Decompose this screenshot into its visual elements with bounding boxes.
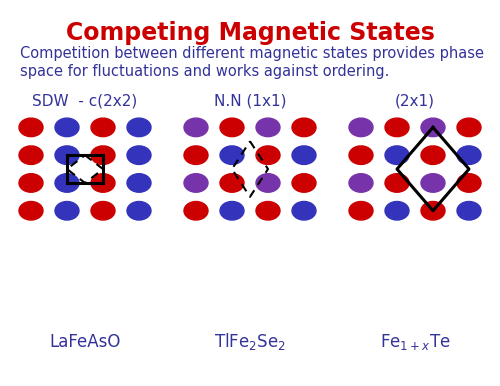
Text: TlFe$_2$Se$_2$: TlFe$_2$Se$_2$ <box>214 331 286 352</box>
Circle shape <box>91 201 115 220</box>
Circle shape <box>127 174 151 192</box>
Circle shape <box>55 118 79 137</box>
Text: Competing Magnetic States: Competing Magnetic States <box>66 21 434 45</box>
Circle shape <box>127 118 151 137</box>
Circle shape <box>385 201 409 220</box>
Text: (2x1): (2x1) <box>395 93 435 108</box>
Circle shape <box>55 201 79 220</box>
Circle shape <box>457 201 481 220</box>
Text: LaFeAsO: LaFeAsO <box>50 333 120 350</box>
Circle shape <box>220 174 244 192</box>
Circle shape <box>457 146 481 164</box>
Circle shape <box>220 118 244 137</box>
Circle shape <box>421 146 445 164</box>
Circle shape <box>349 118 373 137</box>
Circle shape <box>91 146 115 164</box>
Circle shape <box>349 201 373 220</box>
Circle shape <box>91 174 115 192</box>
Circle shape <box>184 146 208 164</box>
Circle shape <box>421 118 445 137</box>
Circle shape <box>421 174 445 192</box>
Circle shape <box>256 174 280 192</box>
Circle shape <box>385 146 409 164</box>
Circle shape <box>421 201 445 220</box>
Circle shape <box>184 174 208 192</box>
Circle shape <box>349 174 373 192</box>
Circle shape <box>457 118 481 137</box>
Text: SDW  - c(2x2): SDW - c(2x2) <box>32 93 138 108</box>
Text: Fe$_{1+x}$Te: Fe$_{1+x}$Te <box>380 332 450 352</box>
Circle shape <box>292 118 316 137</box>
Circle shape <box>292 201 316 220</box>
Circle shape <box>184 201 208 220</box>
Circle shape <box>292 146 316 164</box>
Circle shape <box>55 146 79 164</box>
Circle shape <box>91 118 115 137</box>
Circle shape <box>256 118 280 137</box>
Circle shape <box>256 146 280 164</box>
Circle shape <box>292 174 316 192</box>
Circle shape <box>55 174 79 192</box>
Text: Competition between different magnetic states provides phase
space for fluctuati: Competition between different magnetic s… <box>20 46 484 79</box>
Circle shape <box>127 146 151 164</box>
Circle shape <box>349 146 373 164</box>
Circle shape <box>19 201 43 220</box>
Circle shape <box>127 201 151 220</box>
Circle shape <box>184 118 208 137</box>
Circle shape <box>385 174 409 192</box>
Bar <box>67 155 103 183</box>
Circle shape <box>19 146 43 164</box>
Circle shape <box>256 201 280 220</box>
Circle shape <box>220 201 244 220</box>
Circle shape <box>457 174 481 192</box>
Circle shape <box>385 118 409 137</box>
Circle shape <box>220 146 244 164</box>
Text: N.N (1x1): N.N (1x1) <box>214 93 286 108</box>
Circle shape <box>19 118 43 137</box>
Circle shape <box>19 174 43 192</box>
